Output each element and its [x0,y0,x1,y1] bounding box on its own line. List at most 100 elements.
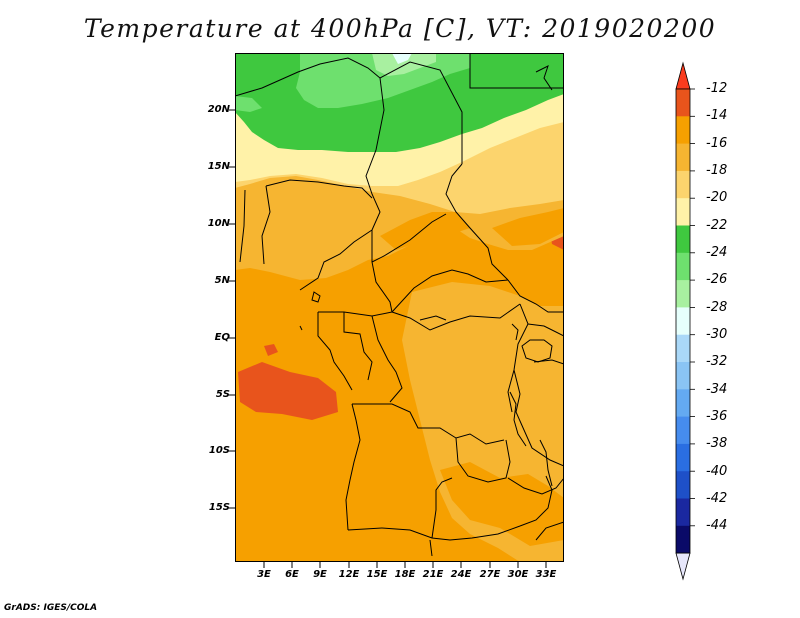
colorbar-label: -44 [706,518,728,533]
lat-label-5s: 5S [215,389,230,400]
colorbar-segment [676,334,690,363]
border-drc-zambia [455,437,511,483]
colorbar [675,61,695,581]
grads-credit: GrADS: IGES/COLA [4,603,98,613]
red-sea-coast [535,65,553,91]
border-niger-algeria [235,57,381,97]
colorbar-label: -40 [706,464,728,479]
colorbar-label: -12 [706,81,728,96]
colorbar-label: -18 [706,163,728,178]
band-minus14-se [440,462,564,546]
border-niger-nigeria [265,179,373,199]
colorbar-segment [676,389,690,417]
bioko-island [311,291,321,303]
colorbar-label: -28 [706,300,728,315]
lake-victoria [521,339,553,363]
lon-label-24e: 24E [450,569,472,580]
lat-ticks [229,109,235,509]
colorbar-segment [676,116,690,144]
colorbar-label: -32 [706,354,728,369]
lat-label-10s: 10S [208,445,230,456]
border-egypt-sudan [469,53,564,89]
colorbar-segment [676,89,690,117]
border-south [535,521,564,541]
colorbar-frame [675,88,691,554]
colorbar-segment [676,307,690,336]
colorbar-segment [676,362,690,390]
border-uganda-kenya [527,323,564,337]
map-frame [235,53,564,562]
lon-label-18e: 18E [394,569,416,580]
border-chad-car [371,213,447,263]
island-sao-tome [299,325,303,331]
lon-label-30e: 30E [507,569,529,580]
lake-tanganyika [509,391,527,447]
colorbar-label: -36 [706,409,728,424]
lon-label-9e: 9E [313,569,327,580]
border-chad-sudan [445,163,509,281]
colorbar-segment [676,198,690,226]
colorbar-segment [676,416,690,445]
lat-label-eq: EQ [214,332,230,343]
colorbar-label: -26 [706,272,728,287]
colorbar-label: -30 [706,327,728,342]
lat-label-20n: 20N [207,104,230,115]
lat-label-15s: 15S [208,502,230,513]
temperature-field [235,53,564,562]
band-minus14-tongue-east [492,208,564,246]
border-cameroon-chad [371,230,393,313]
river-congo [419,315,447,321]
colorbar-label: -34 [706,382,728,397]
lon-ticks [263,562,547,568]
country-borders [235,53,564,557]
colorbar-label: -20 [706,190,728,205]
colorbar-label: -24 [706,245,728,260]
border-benin-nigeria [261,185,271,265]
border-libya-chad [379,61,463,164]
border-niger-chad [365,77,385,231]
border-drc-north [391,303,521,331]
lat-label-10n: 10N [207,218,230,229]
band-minus14-tongue [380,212,470,250]
colorbar-label: -42 [706,491,728,506]
border-zambia-zimbabwe [519,475,553,527]
colorbar-segment [676,525,690,554]
colorbar-segment [676,143,690,172]
colorbar-segment [676,252,690,281]
border-tanzania-west [513,369,564,467]
colorbar-label: -38 [706,436,728,451]
border-gabon-coast [317,312,353,391]
lon-label-15e: 15E [366,569,388,580]
lat-label-5n: 5N [214,275,230,286]
colorbar-segment [676,225,690,254]
border-drc-angola [352,403,505,445]
band-minus28 [392,53,412,64]
colorbar-segment [676,280,690,308]
colorbar-label: -14 [706,108,728,123]
band-minus26 [372,53,436,76]
colorbar-label: -16 [706,136,728,151]
colorbar-top-arrow [675,61,691,90]
border-gabon-congo [343,312,373,381]
colorbar-label: -22 [706,218,728,233]
border-congo-drc [371,315,403,403]
border-togo-benin [239,189,246,263]
border-angola-coast [345,403,361,531]
lon-label-3e: 3E [257,569,271,580]
border-nigeria-cameroon [299,229,373,291]
colorbar-segment [676,443,690,472]
lon-label-6e: 6E [285,569,299,580]
border-drc-east [507,303,529,413]
border-zambia-mozambique [507,477,564,495]
lake-malawi [539,439,553,487]
border-car-south [391,269,509,313]
border-botswana [429,539,433,557]
colorbar-bottom-arrow [675,552,691,581]
border-cameroon-gabon [318,311,393,317]
colorbar-segment [676,498,690,527]
lon-label-33e: 33E [535,569,557,580]
border-sudan-south [507,279,564,313]
lon-label-21e: 21E [422,569,444,580]
colorbar-segment [676,471,690,499]
